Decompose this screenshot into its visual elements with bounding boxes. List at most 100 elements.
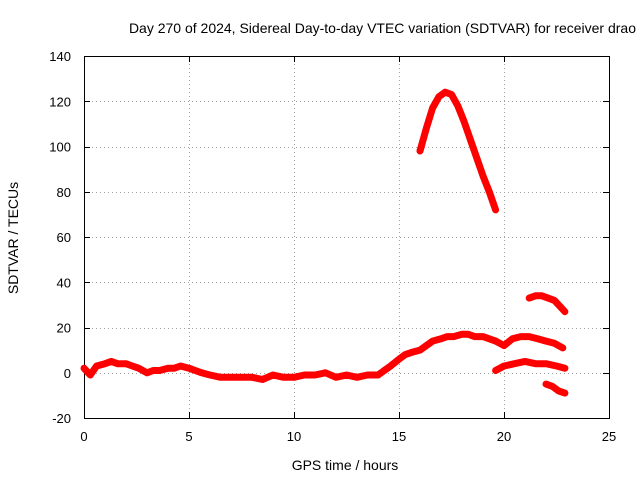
data-point xyxy=(396,356,402,363)
data-point xyxy=(244,374,251,381)
data-point xyxy=(408,349,415,356)
data-point xyxy=(454,102,461,109)
data-point xyxy=(438,335,444,342)
y-tick-label: 120 xyxy=(49,94,71,109)
data-point xyxy=(480,333,486,340)
data-point xyxy=(156,367,163,374)
data-point xyxy=(561,390,568,397)
data-point xyxy=(492,338,499,345)
data-point xyxy=(509,335,516,342)
x-tick-label: 25 xyxy=(602,429,616,444)
data-point xyxy=(312,372,318,379)
data-point xyxy=(114,360,121,367)
data-point xyxy=(387,362,394,369)
data-point xyxy=(417,347,423,354)
data-point xyxy=(343,372,350,379)
data-point xyxy=(492,206,499,213)
data-point xyxy=(150,367,157,374)
data-point xyxy=(532,360,539,367)
data-point xyxy=(448,91,455,98)
data-point xyxy=(207,372,213,379)
data-point xyxy=(270,372,276,379)
series-late-negative-track xyxy=(542,380,569,397)
data-point xyxy=(532,292,539,299)
data-point xyxy=(354,374,360,381)
data-point xyxy=(551,340,558,347)
x-tick-label: 10 xyxy=(287,429,301,444)
y-tick-label: 60 xyxy=(57,230,71,245)
data-point xyxy=(551,297,558,304)
data-point xyxy=(555,387,562,394)
data-point xyxy=(467,136,474,143)
data-point xyxy=(322,369,329,376)
data-point xyxy=(217,374,224,381)
data-point xyxy=(553,362,560,369)
data-point xyxy=(423,342,430,349)
grid-lines xyxy=(84,56,609,418)
data-point xyxy=(486,335,493,342)
data-point xyxy=(259,376,266,383)
data-point xyxy=(473,154,480,161)
data-point xyxy=(444,333,451,340)
data-point xyxy=(471,333,478,340)
data-point xyxy=(280,374,287,381)
x-axis-label: GPS time / hours xyxy=(292,457,399,473)
data-point xyxy=(559,344,566,351)
y-tick-label: 0 xyxy=(64,366,71,381)
data-point xyxy=(511,360,518,367)
data-point xyxy=(549,383,556,390)
data-point xyxy=(381,367,388,374)
data-point xyxy=(81,365,87,372)
data-point xyxy=(501,362,507,369)
data-point xyxy=(165,365,171,372)
data-point xyxy=(561,365,568,372)
axis-ticks: 0 5 10 15 20 25 -20 0 20 40 60 80 100 120 140 xyxy=(49,49,616,444)
data-point xyxy=(177,362,184,369)
x-tick-label: 0 xyxy=(80,429,87,444)
data-point xyxy=(501,342,507,349)
data-point xyxy=(435,93,442,100)
data-point xyxy=(459,331,465,338)
data-point xyxy=(526,333,533,340)
data-point xyxy=(102,360,108,367)
data-point xyxy=(543,360,549,367)
data-point xyxy=(123,360,129,367)
data-point xyxy=(144,369,150,376)
data-point xyxy=(461,118,468,125)
y-tick-label: 140 xyxy=(49,49,71,64)
data-series xyxy=(80,88,569,397)
x-tick-label: 5 xyxy=(185,429,192,444)
data-point xyxy=(480,172,486,179)
data-point xyxy=(557,304,564,311)
data-point xyxy=(538,292,545,299)
y-tick-label: -20 xyxy=(52,411,71,426)
data-point xyxy=(417,148,423,155)
data-point xyxy=(198,369,205,376)
data-point xyxy=(423,125,430,132)
data-point xyxy=(442,89,449,96)
data-point xyxy=(486,188,493,195)
data-point xyxy=(171,365,178,372)
x-tick-label: 20 xyxy=(497,429,511,444)
data-point xyxy=(526,295,533,302)
data-point xyxy=(135,365,142,372)
data-point xyxy=(429,338,436,345)
data-point xyxy=(238,374,245,381)
chart-title: Day 270 of 2024, Sidereal Day-to-day VTE… xyxy=(129,20,636,36)
data-point xyxy=(108,358,115,365)
data-point xyxy=(192,367,199,374)
data-point xyxy=(517,333,524,340)
data-point xyxy=(301,372,308,379)
data-point xyxy=(249,374,255,381)
y-tick-label: 20 xyxy=(57,321,71,336)
data-point xyxy=(492,367,499,374)
data-point xyxy=(543,381,549,388)
data-point xyxy=(87,372,94,379)
data-point xyxy=(186,365,192,372)
data-point xyxy=(450,333,457,340)
data-point xyxy=(364,372,371,379)
y-tick-label: 40 xyxy=(57,275,71,290)
data-point xyxy=(93,362,100,369)
data-point xyxy=(561,308,568,315)
